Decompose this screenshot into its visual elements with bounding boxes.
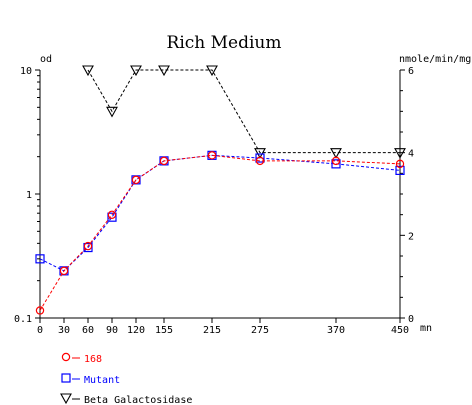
data-point [395, 159, 405, 169]
x-tick-label: 30 [58, 325, 70, 336]
data-point [130, 65, 142, 77]
legend-marker [61, 352, 71, 362]
x-tick-label: 275 [251, 325, 269, 336]
data-point [159, 156, 169, 166]
data-point [254, 148, 266, 159]
x-tick-label: 450 [391, 325, 409, 336]
data-point [158, 65, 170, 77]
data-point [82, 65, 94, 77]
data-point [207, 151, 217, 160]
y-right-tick-label: 4 [408, 149, 414, 160]
y-left-tick-label: 10 [20, 66, 32, 77]
y-right-tick-label: 2 [408, 231, 414, 242]
x-tick-label: 215 [203, 325, 221, 336]
data-point [395, 165, 405, 175]
data-point [394, 148, 406, 159]
data-point [255, 153, 265, 163]
series-mutant [35, 150, 405, 276]
data-point [83, 242, 93, 253]
y-left-tick-label: 1 [26, 190, 32, 201]
data-point [35, 306, 45, 315]
data-point [331, 159, 341, 169]
data-point [255, 156, 265, 166]
data-point [331, 156, 341, 166]
x-tick-label: 155 [155, 325, 173, 336]
legend-label: Beta Galactosidase [84, 395, 192, 405]
x-tick-label: 120 [127, 325, 145, 336]
y-right-tick-label: 6 [408, 66, 414, 77]
y-left-tick-label: 0.1 [14, 314, 32, 325]
x-tick-label: 60 [82, 325, 94, 336]
data-point [35, 254, 45, 264]
data-point [106, 106, 118, 118]
left-axis-label: od [40, 54, 52, 65]
x-tick-label: 90 [106, 325, 118, 336]
legend-label: 168 [84, 354, 102, 365]
data-point [107, 210, 117, 219]
data-point [59, 266, 69, 276]
series-line [39, 154, 401, 311]
legend-marker [61, 373, 71, 383]
data-point [107, 212, 117, 222]
x-tick-label: 370 [327, 325, 345, 336]
x-axis-unit: mn [420, 323, 432, 334]
series-line [87, 69, 400, 154]
right-axis-label: nmole/min/mg [399, 54, 471, 65]
legend-marker [60, 393, 72, 405]
y-right-tick-label: 0 [408, 314, 414, 325]
data-point [330, 148, 342, 159]
data-point [83, 241, 93, 251]
series-beta-galactosidase [82, 65, 406, 159]
legend-label: Mutant [84, 375, 120, 386]
series-line [39, 154, 401, 272]
data-point [206, 65, 218, 77]
x-tick-label: 0 [37, 325, 43, 336]
series-168 [35, 151, 405, 315]
data-point [131, 175, 141, 185]
chart-title: Rich Medium [167, 33, 282, 53]
